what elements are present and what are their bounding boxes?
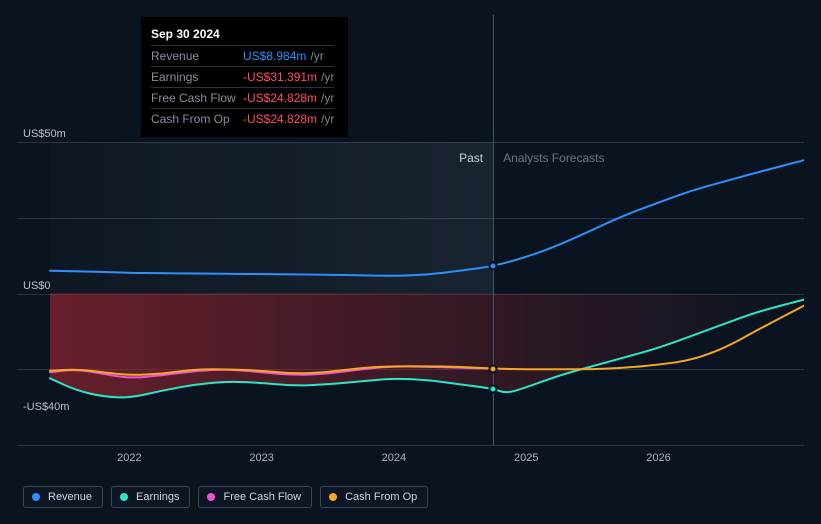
financials-chart[interactable]: Past Analysts Forecasts Sep 30 2024 Reve… <box>17 0 804 524</box>
hover-tooltip: Sep 30 2024 RevenueUS$8.984m/yrEarnings-… <box>141 17 348 137</box>
tooltip-row-label: Earnings <box>151 68 243 86</box>
marker-revenue <box>489 262 498 271</box>
tooltip-row-unit: /yr <box>321 68 334 86</box>
tooltip-row-value: -US$31.391m <box>243 68 317 86</box>
tooltip-row-label: Cash From Op <box>151 110 243 128</box>
tooltip-row-label: Free Cash Flow <box>151 89 243 107</box>
marker-cfo <box>489 364 498 373</box>
tooltip-row-unit: /yr <box>310 47 323 65</box>
tooltip-row-value: US$8.984m <box>243 47 306 65</box>
tooltip-row-label: Revenue <box>151 47 243 65</box>
tooltip-row-value: -US$24.828m <box>243 110 317 128</box>
marker-earnings <box>489 384 498 393</box>
tooltip-row: Cash From Op-US$24.828m/yr <box>151 108 334 129</box>
tooltip-row: Earnings-US$31.391m/yr <box>151 66 334 87</box>
tooltip-rows: RevenueUS$8.984m/yrEarnings-US$31.391m/y… <box>151 45 334 129</box>
tooltip-row-unit: /yr <box>321 89 334 107</box>
hover-cursor-line <box>493 15 494 445</box>
tooltip-date: Sep 30 2024 <box>151 25 334 45</box>
chart-svg <box>17 0 804 524</box>
tooltip-row: RevenueUS$8.984m/yr <box>151 45 334 66</box>
tooltip-row-value: -US$24.828m <box>243 89 317 107</box>
series-revenue <box>50 160 804 276</box>
tooltip-row: Free Cash Flow-US$24.828m/yr <box>151 87 334 108</box>
tooltip-row-unit: /yr <box>321 110 334 128</box>
